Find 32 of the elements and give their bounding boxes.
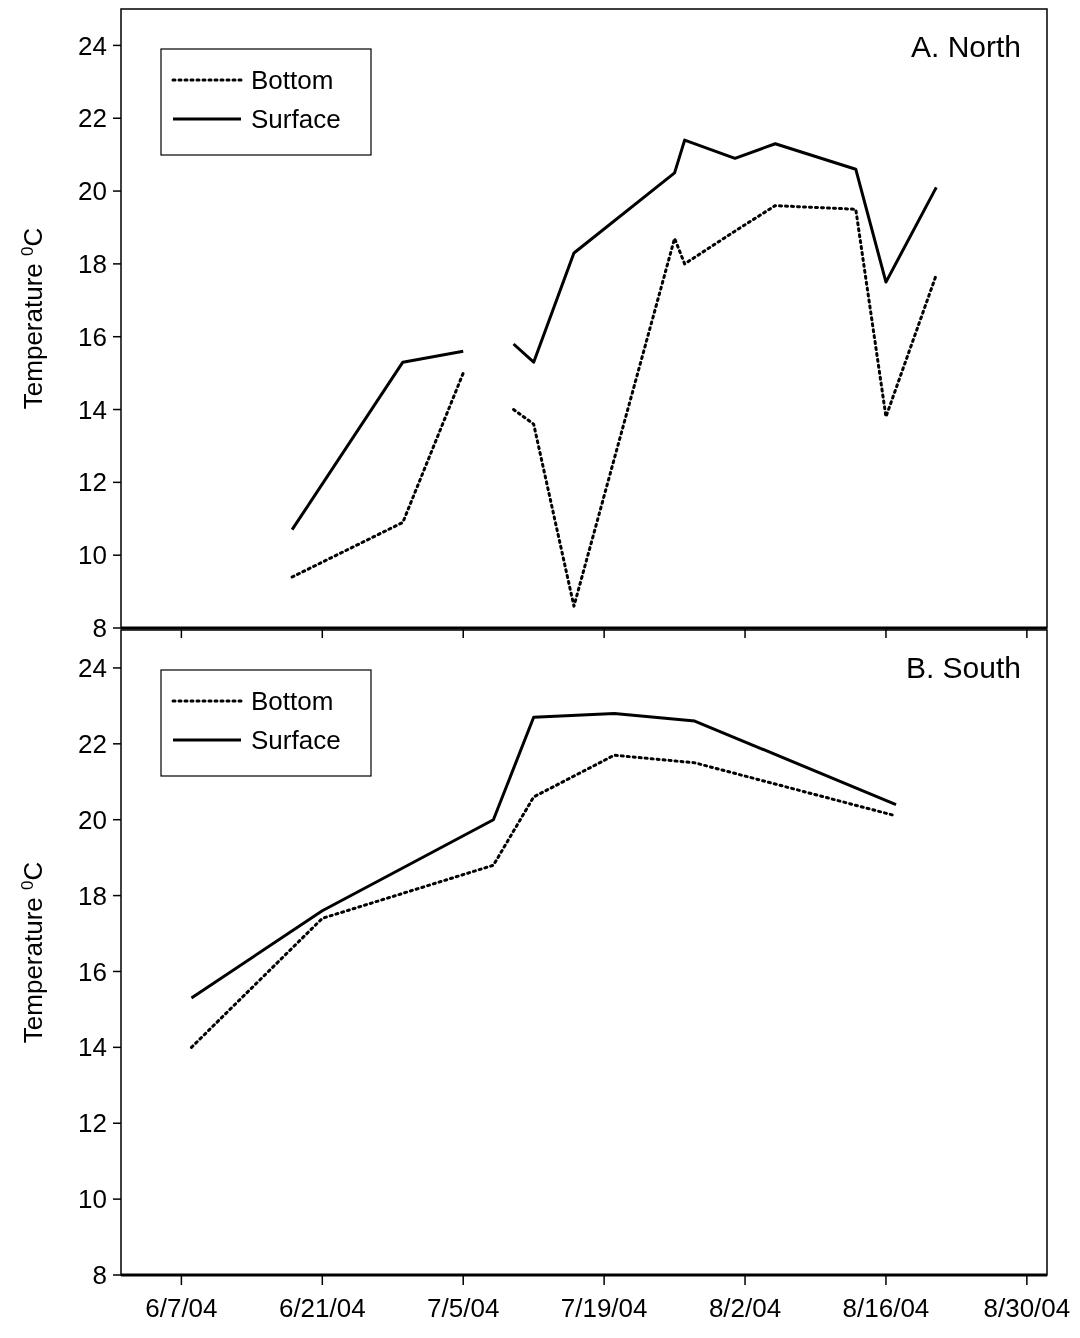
legend-label: Bottom — [251, 686, 334, 717]
y-tick-label: 22 — [78, 728, 107, 759]
y-tick-label: 20 — [78, 804, 107, 835]
y-tick-label: 16 — [78, 321, 107, 352]
y-tick-label: 20 — [78, 176, 107, 207]
legend-label: Bottom — [251, 65, 334, 96]
x-tick-label: 8/30/04 — [983, 1293, 1071, 1323]
y-tick-label: 22 — [78, 103, 107, 134]
x-tick-label: 6/21/04 — [278, 1293, 366, 1323]
y-tick-label: 12 — [78, 467, 107, 498]
y-tick-label: 10 — [78, 1184, 107, 1215]
y-tick-label: 10 — [78, 540, 107, 571]
y-tick-label: 18 — [78, 880, 107, 911]
x-tick-label: 8/2/04 — [708, 1293, 782, 1323]
y-tick-label: 14 — [78, 394, 107, 425]
x-tick-label: 6/7/04 — [145, 1293, 218, 1323]
legend-label: Surface — [251, 725, 341, 756]
y-tick-label: 8 — [92, 1260, 107, 1291]
text: B. South — [905, 651, 1021, 684]
y-tick-label: 14 — [78, 1032, 107, 1063]
y-tick-label: 8 — [92, 613, 107, 644]
legend-label: Surface — [251, 104, 341, 135]
text: A. North — [910, 30, 1021, 63]
y-tick-label: 24 — [78, 30, 107, 61]
y-tick-label: 18 — [78, 248, 107, 279]
y-tick-label: 12 — [78, 1108, 107, 1139]
y-tick-label: 24 — [78, 653, 107, 684]
x-tick-label: 7/19/04 — [560, 1293, 648, 1323]
y-tick-label: 16 — [78, 956, 107, 987]
x-tick-label: 7/5/04 — [427, 1293, 500, 1323]
x-tick-label: 8/16/04 — [842, 1293, 930, 1323]
line-series — [189, 711, 898, 1000]
